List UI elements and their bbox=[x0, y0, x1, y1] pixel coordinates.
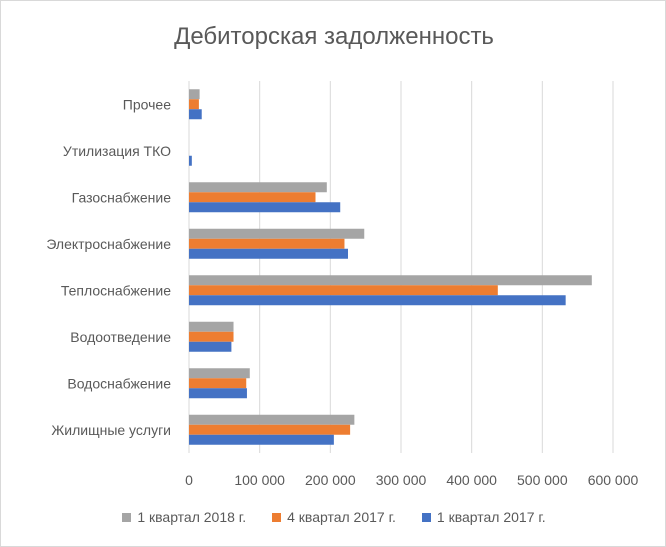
legend-item: 1 квартал 2017 г. bbox=[421, 509, 546, 525]
legend-swatch bbox=[122, 512, 132, 522]
legend-label: 1 квартал 2018 г. bbox=[137, 509, 247, 525]
bar bbox=[189, 388, 247, 399]
x-tick-label: 600 000 bbox=[588, 472, 639, 488]
bar bbox=[189, 248, 348, 259]
legend-label: 4 квартал 2017 г. bbox=[287, 509, 396, 525]
x-tick-label: 100 000 bbox=[234, 472, 285, 488]
category-label: Теплоснабжение bbox=[61, 282, 171, 298]
bar bbox=[189, 424, 351, 435]
bar bbox=[189, 341, 232, 352]
bar bbox=[189, 331, 234, 342]
x-tick-label: 500 000 bbox=[517, 472, 568, 488]
bar bbox=[189, 295, 566, 306]
legend: 1 квартал 2018 г. 4 квартал 2017 г. 1 квар… bbox=[1, 509, 666, 525]
category-label: Прочее bbox=[123, 96, 171, 112]
category-label: Утилизация ТКО bbox=[63, 143, 171, 159]
legend-swatch bbox=[421, 512, 431, 522]
category-label: Водоотведение bbox=[70, 329, 171, 345]
bar bbox=[189, 321, 234, 332]
category-label: Газоснабжение bbox=[72, 189, 172, 205]
legend-item: 1 квартал 2018 г. bbox=[122, 509, 246, 525]
bar bbox=[189, 368, 250, 379]
legend-swatch bbox=[272, 512, 282, 522]
x-tick-label: 0 bbox=[185, 472, 193, 488]
x-tick-label: 300 000 bbox=[376, 472, 427, 488]
bar bbox=[189, 434, 334, 445]
category-label: Водоснабжение bbox=[67, 375, 171, 391]
bar bbox=[189, 192, 316, 203]
x-tick-label: 200 000 bbox=[305, 472, 356, 488]
bar bbox=[189, 414, 355, 425]
bar bbox=[189, 89, 200, 100]
bar bbox=[189, 228, 365, 239]
bar bbox=[189, 285, 498, 296]
category-label: Жилищные услуги bbox=[51, 422, 171, 438]
legend-item: 4 квартал 2017 г. bbox=[272, 509, 396, 525]
category-label: Электроснабжение bbox=[46, 236, 171, 252]
bar bbox=[189, 238, 345, 249]
bar bbox=[189, 155, 192, 166]
bar bbox=[189, 275, 592, 286]
bar bbox=[189, 109, 202, 120]
legend-label: 1 квартал 2017 г. bbox=[436, 509, 546, 525]
bar bbox=[189, 202, 341, 213]
x-tick-label: 400 000 bbox=[446, 472, 497, 488]
bar bbox=[189, 378, 247, 389]
bar bbox=[189, 99, 199, 110]
chart-title: Дебиторская задолженность bbox=[174, 23, 494, 50]
bar bbox=[189, 182, 327, 193]
